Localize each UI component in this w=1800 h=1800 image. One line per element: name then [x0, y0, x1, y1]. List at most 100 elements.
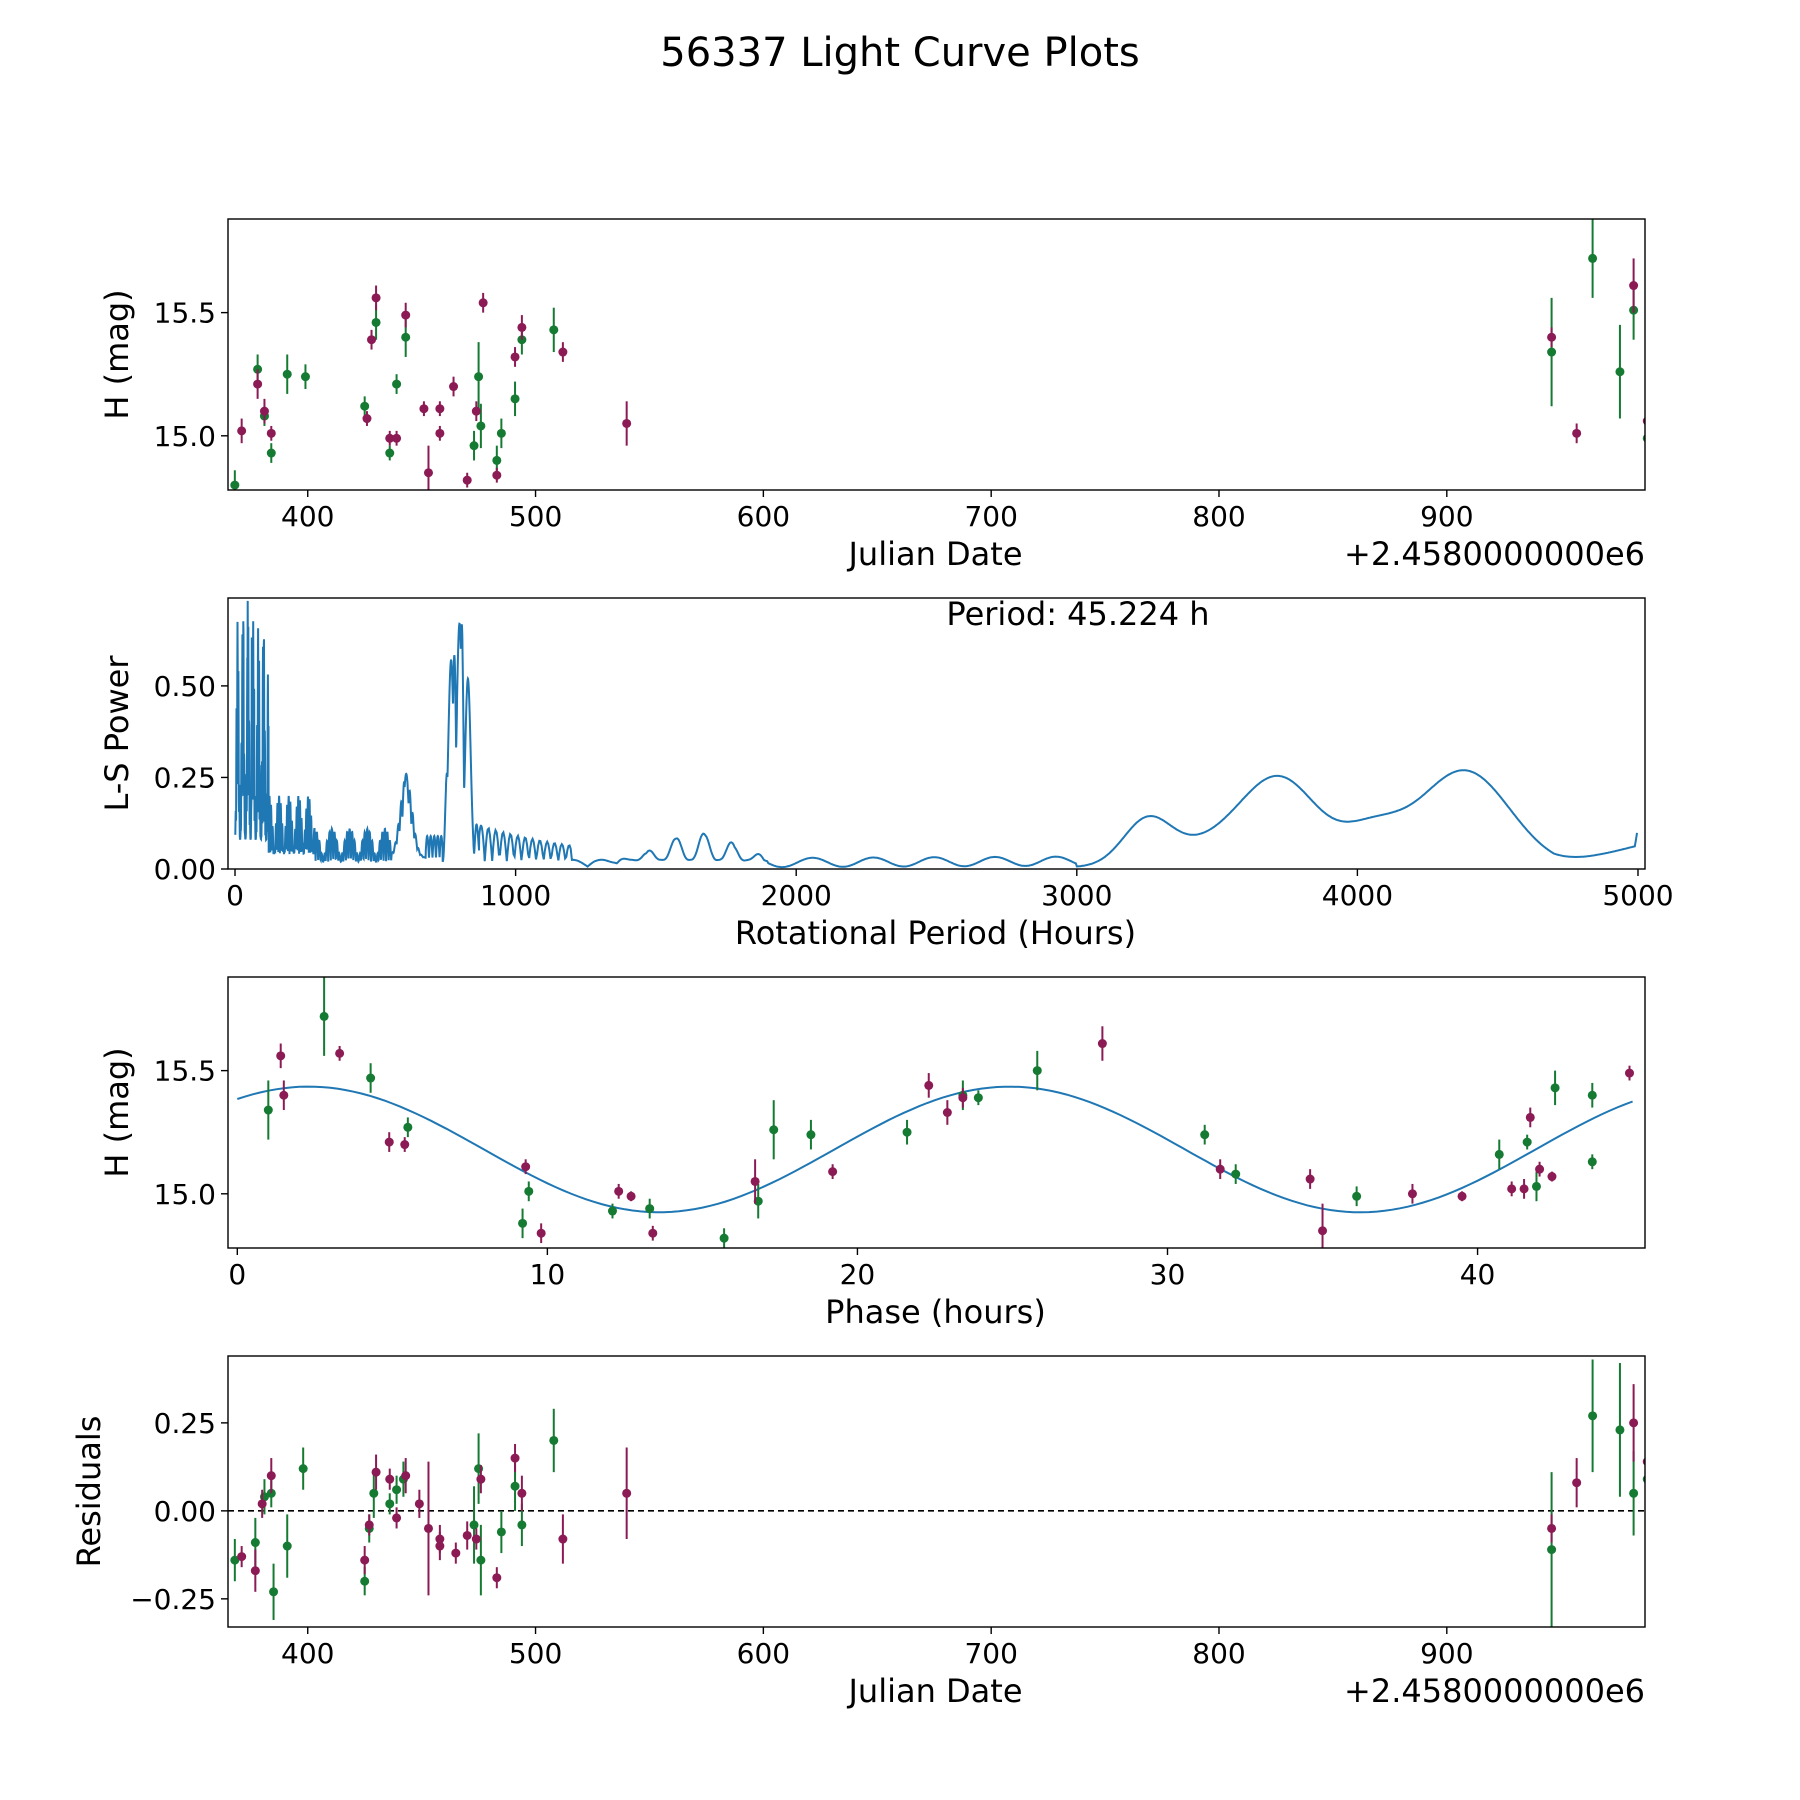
data-point-green: [607, 1206, 617, 1216]
data-point-green: [230, 480, 240, 490]
data-point-green: [298, 1464, 308, 1474]
x-tick-label: 800: [1192, 500, 1245, 533]
y-tick-label: 0.00: [154, 853, 216, 886]
residuals-panel: 400 500 600 700 800 900 −0.25 0.00 0.25 Julian Da…: [70, 1355, 1646, 1710]
data-point-green: [1200, 1130, 1210, 1140]
y-tick-label: 15.0: [154, 420, 216, 453]
x-tick-label: 3000: [1041, 879, 1112, 912]
data-point-purple: [1547, 1172, 1557, 1182]
data-point-purple: [371, 293, 381, 303]
data-point-purple: [392, 1513, 402, 1523]
x-offset-text: +2.4580000000e6: [1344, 1672, 1645, 1710]
data-point-purple: [828, 1167, 838, 1177]
data-point-green: [1615, 367, 1625, 377]
x-tick-label: 20: [840, 1258, 876, 1291]
data-point-purple: [462, 475, 472, 485]
y-tick-label: 0.25: [154, 1407, 216, 1440]
data-point-purple: [276, 1051, 286, 1061]
data-point-green: [1629, 1488, 1639, 1498]
data-point-green: [973, 1093, 983, 1103]
y-tick-label: 0.50: [154, 670, 216, 703]
data-point-green: [806, 1130, 816, 1140]
phased-panel: 0 10 20 30 40 15.0 15.5 Phase (hours) H (mag): [98, 976, 1646, 1331]
data-point-purple: [1572, 1478, 1582, 1488]
periodogram-axes-frame: [227, 597, 1646, 870]
data-point-purple: [392, 433, 402, 443]
sinusoid-fit-line: [237, 1085, 1633, 1214]
period-annotation: Period: 45.224 h: [946, 595, 1209, 633]
x-tick-label: 40: [1460, 1258, 1496, 1291]
data-point-purple: [750, 1176, 760, 1186]
data-point-green: [719, 1233, 729, 1243]
periodogram-x-axis-label: Rotational Period (Hours): [735, 914, 1136, 952]
periodogram-line: [234, 600, 1638, 869]
data-point-purple: [367, 335, 377, 345]
data-point-green: [1231, 1169, 1241, 1179]
data-point-green: [1588, 253, 1598, 263]
data-point-green: [1587, 1157, 1597, 1167]
data-point-purple: [958, 1093, 968, 1103]
data-point-green: [1615, 1425, 1625, 1435]
periodogram-plot-area: [234, 600, 1638, 869]
data-point-green: [1588, 1411, 1598, 1421]
y-tick-label: 15.5: [154, 297, 216, 330]
data-point-green: [469, 441, 479, 451]
data-point-green: [230, 1555, 240, 1565]
data-point-purple: [492, 1573, 502, 1583]
data-point-green: [1522, 1137, 1532, 1147]
data-point-purple: [517, 322, 527, 332]
data-point-green: [496, 1527, 506, 1537]
x-tick-label: 10: [530, 1258, 566, 1291]
y-tick-label: 15.0: [154, 1178, 216, 1211]
data-point-purple: [335, 1048, 345, 1058]
figure-title: 56337 Light Curve Plots: [660, 30, 1139, 76]
data-point-purple: [558, 347, 568, 357]
data-point-green: [392, 1485, 402, 1495]
data-point-purple: [1457, 1191, 1467, 1201]
data-point-purple: [510, 1453, 520, 1463]
data-point-green: [250, 1538, 260, 1548]
data-point-purple: [478, 298, 488, 308]
data-point-green: [392, 379, 402, 389]
data-point-purple: [435, 404, 445, 414]
x-offset-text: +2.4580000000e6: [1344, 535, 1645, 573]
data-point-green: [474, 372, 484, 382]
data-point-purple: [259, 406, 269, 416]
x-tick-label: 600: [737, 500, 790, 533]
data-point-purple: [471, 1534, 481, 1544]
data-point-purple: [362, 414, 372, 424]
residuals-y-axis-label: Residuals: [70, 1416, 108, 1568]
phased-y-axis-label: H (mag): [98, 1047, 136, 1177]
data-point-green: [1547, 347, 1557, 357]
data-point-green: [319, 1011, 329, 1021]
residuals-axes-frame: [227, 1355, 1646, 1628]
x-tick-label: 2000: [761, 879, 832, 912]
lightcurve-y-axis-label: H (mag): [98, 289, 136, 419]
data-point-purple: [614, 1186, 624, 1196]
data-point-green: [385, 448, 395, 458]
data-point-green: [371, 317, 381, 327]
data-point-purple: [462, 1530, 472, 1540]
x-tick-label: 700: [964, 500, 1017, 533]
data-point-purple: [360, 1555, 370, 1565]
data-point-green: [492, 455, 502, 465]
residuals-plot-area: [228, 1359, 1645, 1627]
data-point-purple: [401, 310, 411, 320]
data-point-purple: [364, 1520, 374, 1530]
periodogram-y-axis-label: L-S Power: [98, 655, 136, 812]
data-point-green: [1550, 1083, 1560, 1093]
x-tick-label: 500: [509, 500, 562, 533]
data-point-purple: [1215, 1164, 1225, 1174]
x-tick-label: 5000: [1602, 879, 1673, 912]
data-point-purple: [1507, 1184, 1517, 1194]
data-point-purple: [1318, 1226, 1328, 1236]
data-point-green: [549, 325, 559, 335]
data-point-green: [269, 1587, 279, 1597]
data-point-green: [360, 401, 370, 411]
data-point-purple: [626, 1191, 636, 1201]
data-point-green: [1494, 1149, 1504, 1159]
x-tick-label: 400: [281, 500, 334, 533]
x-tick-label: 1000: [480, 879, 551, 912]
data-point-purple: [476, 1474, 486, 1484]
